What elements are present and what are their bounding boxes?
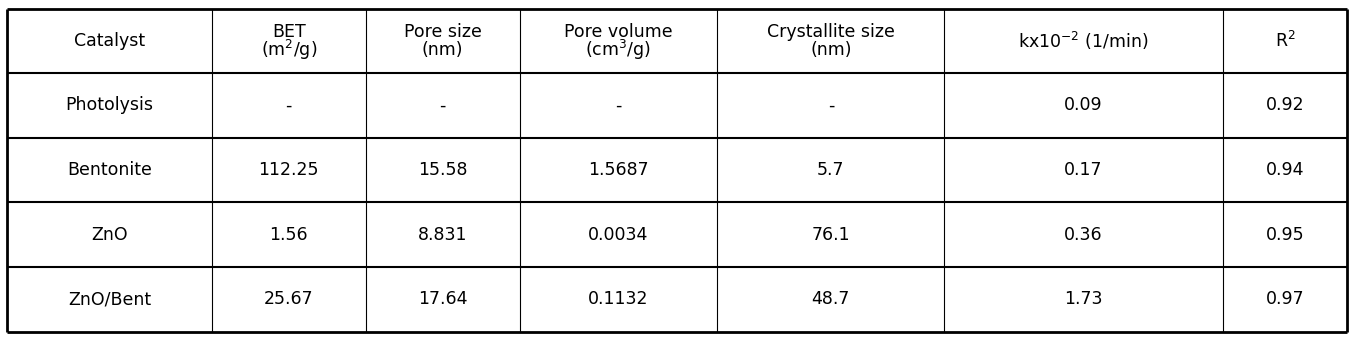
Text: ZnO/Bent: ZnO/Bent	[68, 290, 150, 308]
Text: BET: BET	[272, 23, 306, 41]
Text: 0.97: 0.97	[1266, 290, 1304, 308]
Text: -: -	[615, 97, 621, 114]
Text: ZnO: ZnO	[91, 226, 127, 243]
Text: Pore size: Pore size	[403, 23, 482, 41]
Text: 1.5687: 1.5687	[588, 161, 649, 179]
Text: 25.67: 25.67	[264, 290, 314, 308]
Text: Bentonite: Bentonite	[66, 161, 152, 179]
Text: Photolysis: Photolysis	[65, 97, 153, 114]
Text: 0.95: 0.95	[1266, 226, 1304, 243]
Text: Pore volume: Pore volume	[565, 23, 673, 41]
Text: 8.831: 8.831	[418, 226, 467, 243]
Text: 0.1132: 0.1132	[588, 290, 649, 308]
Text: 0.36: 0.36	[1064, 226, 1104, 243]
Text: R$^2$: R$^2$	[1274, 31, 1296, 51]
Text: (cm$^3$/g): (cm$^3$/g)	[585, 38, 651, 62]
Text: 5.7: 5.7	[816, 161, 845, 179]
Text: 112.25: 112.25	[259, 161, 320, 179]
Text: 17.64: 17.64	[418, 290, 467, 308]
Text: -: -	[827, 97, 834, 114]
Text: (nm): (nm)	[810, 41, 852, 59]
Text: 15.58: 15.58	[418, 161, 467, 179]
Text: -: -	[440, 97, 445, 114]
Text: Crystallite size: Crystallite size	[766, 23, 895, 41]
Text: 48.7: 48.7	[811, 290, 850, 308]
Text: 0.17: 0.17	[1064, 161, 1102, 179]
Text: 0.94: 0.94	[1266, 161, 1304, 179]
Text: 0.0034: 0.0034	[588, 226, 649, 243]
Text: -: -	[286, 97, 292, 114]
Text: 0.09: 0.09	[1064, 97, 1104, 114]
Text: 1.56: 1.56	[269, 226, 309, 243]
Text: kx10$^{-2}$ (1/min): kx10$^{-2}$ (1/min)	[1018, 30, 1148, 52]
Text: Catalyst: Catalyst	[73, 32, 145, 50]
Text: 0.92: 0.92	[1266, 97, 1304, 114]
Text: (m$^2$/g): (m$^2$/g)	[261, 38, 317, 62]
Text: 1.73: 1.73	[1064, 290, 1102, 308]
Text: (nm): (nm)	[422, 41, 463, 59]
Text: 76.1: 76.1	[811, 226, 850, 243]
